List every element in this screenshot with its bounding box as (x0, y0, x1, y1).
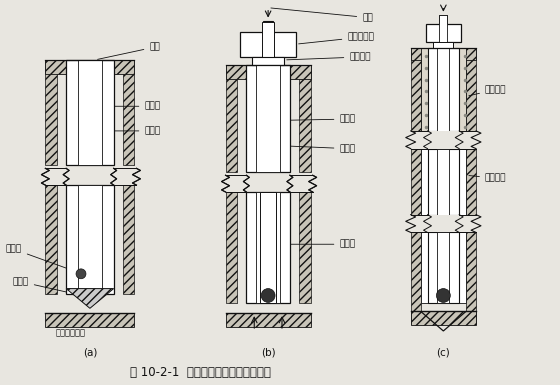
Text: 硬木楔: 硬木楔 (13, 277, 92, 298)
Bar (226, 65, 237, 172)
Bar (226, 65, 311, 79)
Bar (123, 185, 134, 293)
Text: 固定螺旋: 固定螺旋 (287, 52, 371, 62)
Circle shape (76, 269, 86, 279)
Bar (437, 48, 449, 131)
Text: 回弹标: 回弹标 (6, 245, 80, 273)
Bar (66, 60, 114, 166)
Text: 圆盒水准器: 圆盒水准器 (298, 33, 374, 44)
Bar (256, 65, 280, 172)
Bar (427, 149, 459, 215)
Bar (78, 60, 102, 166)
Text: (c): (c) (436, 348, 450, 358)
Bar (66, 185, 114, 293)
Bar (421, 149, 466, 215)
Bar (408, 215, 479, 233)
Bar (299, 192, 311, 303)
Bar (440, 15, 447, 44)
Bar (433, 42, 453, 48)
Text: (b): (b) (261, 348, 276, 358)
Bar (299, 65, 311, 172)
Bar (40, 168, 139, 185)
Bar (466, 48, 476, 324)
Text: 白灰回填: 白灰回填 (469, 174, 506, 183)
Text: 测标: 测标 (271, 8, 373, 22)
Bar (408, 131, 479, 149)
Bar (427, 233, 459, 303)
Bar (426, 25, 461, 42)
Bar (260, 192, 276, 303)
Bar (221, 175, 316, 192)
Bar (226, 192, 237, 303)
Circle shape (261, 289, 275, 302)
Bar (226, 313, 311, 327)
Text: 辅助杆: 辅助杆 (279, 240, 356, 249)
Bar (421, 48, 466, 131)
Bar (246, 192, 290, 303)
Bar (410, 48, 421, 324)
Text: (a): (a) (83, 348, 97, 358)
Text: 保护管: 保护管 (283, 144, 356, 153)
Text: 地面: 地面 (97, 43, 160, 59)
Polygon shape (66, 289, 114, 308)
Bar (256, 192, 280, 303)
Bar (410, 311, 476, 325)
Bar (252, 57, 284, 65)
Bar (45, 60, 134, 74)
Text: 图 10-2-1  辅助杆压人式标志埋设步骤: 图 10-2-1 辅助杆压人式标志埋设步骤 (130, 366, 271, 379)
Bar (437, 233, 449, 303)
Bar (410, 48, 476, 60)
Bar (45, 185, 57, 293)
Text: 钻孔壁: 钻孔壁 (69, 102, 161, 111)
Bar (78, 185, 102, 293)
Bar (440, 15, 447, 25)
Bar (45, 60, 57, 166)
Bar (421, 233, 466, 303)
Bar (123, 60, 134, 166)
Text: 钻孔壁: 钻孔壁 (249, 115, 356, 124)
Bar (263, 20, 273, 32)
Text: 孔底设计平面: 孔底设计平面 (55, 328, 85, 337)
Text: 保护管: 保护管 (105, 126, 161, 136)
Bar (45, 313, 134, 327)
Text: 素土回填: 素土回填 (469, 85, 506, 96)
Circle shape (436, 289, 450, 302)
Bar (427, 48, 459, 131)
Bar (437, 149, 449, 215)
Bar (246, 65, 290, 172)
Bar (262, 22, 274, 62)
Bar (240, 32, 296, 57)
